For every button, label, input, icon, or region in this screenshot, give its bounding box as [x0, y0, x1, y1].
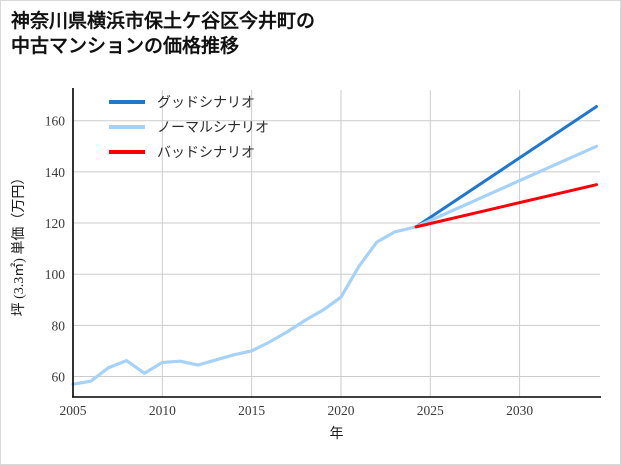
x-tick-label: 2015 [238, 403, 265, 418]
y-tick-label: 140 [45, 165, 66, 180]
page-title: 神奈川県横浜市保土ケ谷区今井町の 中古マンションの価格推移 [11, 11, 316, 58]
x-tick-label: 2010 [149, 403, 176, 418]
x-tick-label: 2025 [417, 403, 444, 418]
y-tick-label: 80 [52, 318, 66, 333]
legend-label-0: グッドシナリオ [157, 95, 255, 111]
y-tick-label: 100 [45, 267, 66, 282]
series-line-バッドシナリオ [414, 183, 598, 229]
y-tick-label: 160 [45, 114, 66, 129]
y-tick-label: 120 [45, 216, 66, 231]
x-tick-label: 2005 [60, 403, 87, 418]
legend-label-1: ノーマルシナリオ [157, 121, 269, 136]
x-axis-title: 年 [330, 426, 344, 442]
series-line-グッドシナリオ [414, 105, 598, 229]
x-tick-label: 2020 [327, 403, 354, 418]
y-axis-title: 坪 (3.3㎡) 単価（万円） [11, 171, 27, 317]
y-tick-label: 60 [52, 370, 66, 385]
legend-label-2: バッドシナリオ [157, 146, 255, 161]
series-line-ノーマルシナリオ [71, 144, 599, 386]
x-tick-label: 2030 [506, 403, 533, 418]
